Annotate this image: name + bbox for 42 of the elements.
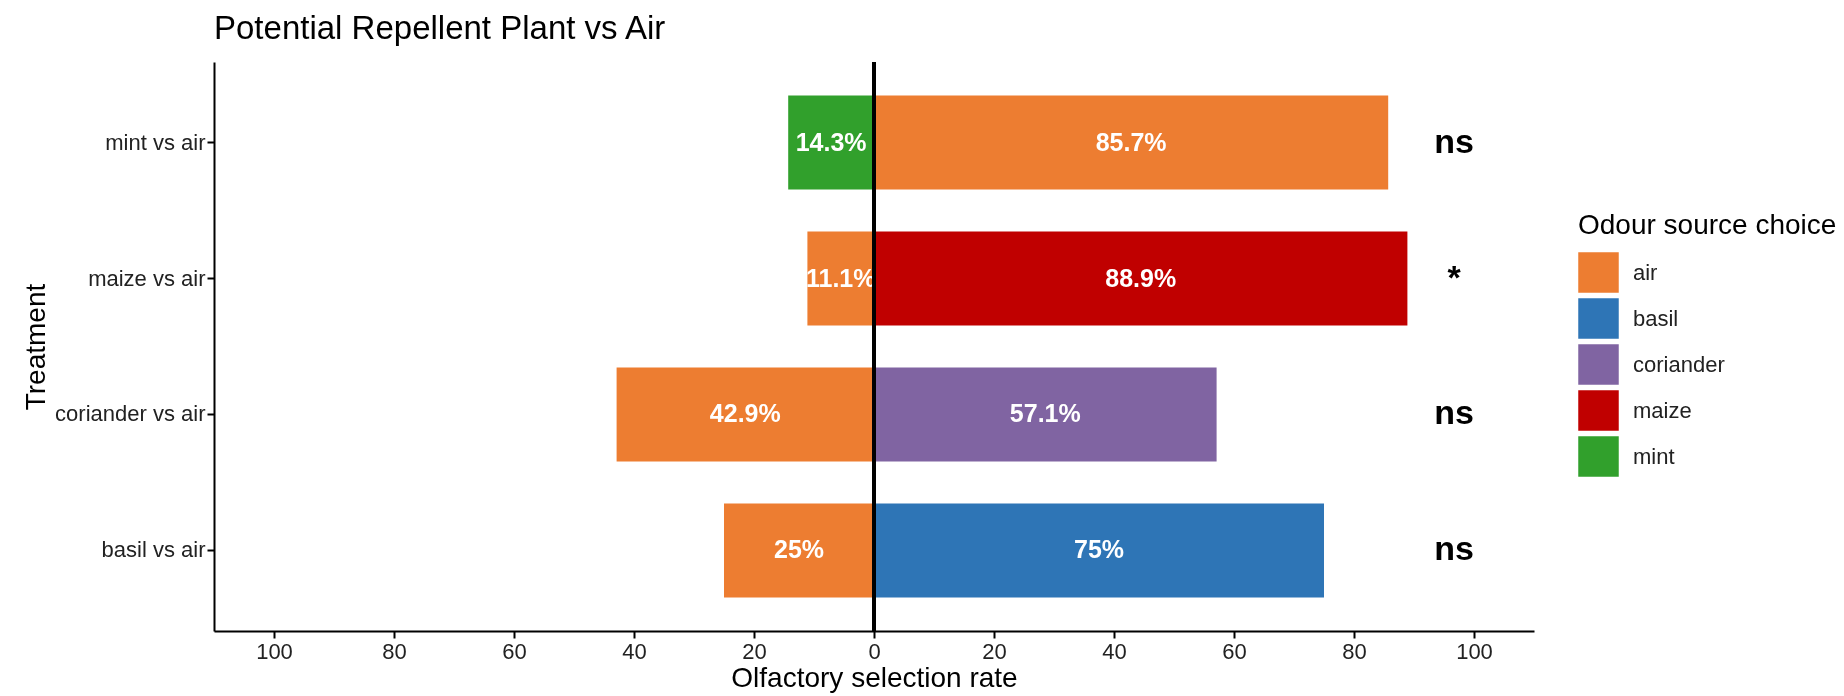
- y-tick-label: mint vs air: [105, 129, 206, 155]
- data-label: 14.3%: [795, 127, 867, 156]
- data-label: 57.1%: [1009, 399, 1081, 428]
- x-tick-label: 0: [868, 638, 881, 664]
- y-tick-label: maize vs air: [88, 265, 206, 291]
- data-label: 25%: [773, 535, 825, 564]
- bar: [616, 367, 874, 462]
- x-tick-label: 40: [1102, 638, 1127, 664]
- y-axis-title: Treatment: [20, 283, 52, 411]
- bar: [724, 503, 874, 598]
- x-tick-label: 20: [742, 638, 767, 664]
- data-label: 85.7%: [1095, 127, 1167, 156]
- data-label: 75%: [1073, 535, 1125, 564]
- chart-title: Potential Repellent Plant vs Air: [214, 9, 666, 46]
- y-tick-label: basil vs air: [101, 537, 206, 563]
- x-tick-label: 100: [256, 638, 293, 664]
- annotation: ns: [1434, 529, 1474, 568]
- data-label: 88.9%: [1105, 263, 1177, 292]
- y-tick-label: coriander vs air: [55, 401, 206, 427]
- bar: [874, 503, 1324, 598]
- bar: [874, 231, 1408, 326]
- x-tick-label: 60: [1222, 638, 1247, 664]
- data-label: 11.1%: [805, 263, 876, 292]
- legend-title: Odour source choice: [1578, 209, 1837, 240]
- x-tick-label: 40: [622, 638, 647, 664]
- legend-label: air: [1633, 259, 1658, 285]
- x-tick-label: 60: [502, 638, 527, 664]
- x-tick-label: 100: [1456, 638, 1493, 664]
- data-label: 42.9%: [709, 399, 781, 428]
- legend-label: maize: [1633, 397, 1692, 423]
- annotation: *: [1447, 257, 1462, 296]
- x-tick-label: 80: [382, 638, 407, 664]
- bar: [874, 95, 1389, 190]
- annotation: ns: [1434, 121, 1474, 160]
- x-tick-label: 20: [982, 638, 1007, 664]
- x-tick-label: 80: [1342, 638, 1367, 664]
- x-axis-title: Olfactory selection rate: [731, 661, 1018, 693]
- legend-label: coriander: [1633, 351, 1725, 377]
- annotation: ns: [1434, 393, 1474, 432]
- bar: [874, 367, 1217, 462]
- legend-label: basil: [1633, 305, 1679, 331]
- legend-label: mint: [1633, 443, 1675, 469]
